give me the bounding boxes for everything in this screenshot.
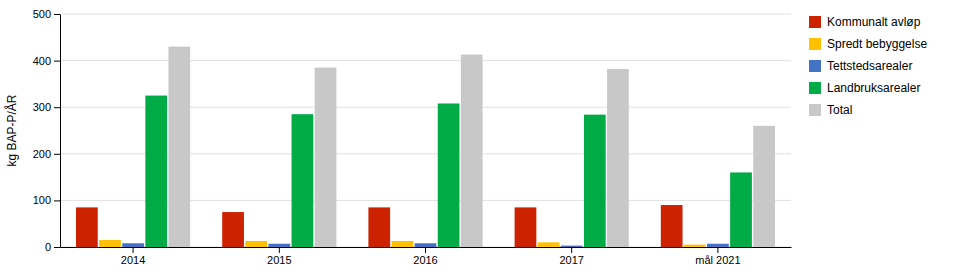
series: [145, 96, 752, 247]
legend-item: Landbruksarealer: [809, 81, 920, 95]
tick-label: 2016: [413, 254, 437, 266]
tick-mark: [133, 247, 134, 253]
tick: 400: [33, 55, 60, 67]
bar: [415, 243, 437, 247]
legend-swatch: [809, 82, 821, 94]
tick-label: 2017: [559, 254, 583, 266]
tick-mark: [54, 107, 60, 108]
bar: [753, 126, 775, 247]
grid-line: [60, 14, 791, 15]
tick-mark: [425, 247, 426, 253]
tick-mark: [54, 200, 60, 201]
y-axis-title: kg BAP-P/ÅR: [4, 94, 19, 166]
tick: mål 2021: [695, 247, 740, 266]
legend-item: Tettstedsarealer: [809, 59, 912, 73]
tick-mark: [54, 61, 60, 62]
bar: [538, 242, 560, 247]
bar: [607, 69, 629, 247]
tick: 500: [33, 8, 60, 20]
legend: Kommunalt avløp Spredt bebyggelse Tettsted…: [809, 15, 927, 117]
bars: [76, 47, 775, 247]
tick-label: 500: [33, 8, 51, 20]
plot: 0 100 200 300 400 500 2014 2015 2016 2017 mål 2021: [33, 8, 792, 266]
tick-label: 400: [33, 55, 51, 67]
bar: [707, 244, 729, 247]
bar: [584, 115, 606, 247]
bar: [76, 207, 98, 247]
legend-item: Total: [809, 103, 852, 117]
x-axis: 2014 2015 2016 2017 mål 2021: [61, 247, 792, 266]
bar: [684, 245, 706, 247]
bar: [661, 205, 683, 247]
tick: 300: [33, 101, 60, 113]
legend-label: Landbruksarealer: [827, 81, 920, 95]
legend-swatch: [809, 104, 821, 116]
tick-mark: [717, 247, 718, 253]
tick: 2016: [413, 247, 437, 266]
tick-label: mål 2021: [695, 254, 740, 266]
legend-label: Spredt bebyggelse: [827, 37, 927, 51]
tick: 0: [45, 241, 60, 253]
legend-swatch: [809, 60, 821, 72]
bar: [99, 240, 121, 247]
bar: [292, 114, 314, 247]
chart: 0 100 200 300 400 500 2014 2015 2016 2017 mål 2021…: [0, 0, 966, 277]
legend-label: Tettstedsarealer: [827, 59, 912, 73]
bar: [730, 172, 752, 247]
tick-mark: [279, 247, 280, 253]
tick-label: 100: [33, 194, 51, 206]
bar: [368, 207, 390, 247]
tick: 2017: [559, 247, 583, 266]
tick-label: 2014: [121, 254, 145, 266]
tick-mark: [571, 247, 572, 253]
axis-line: [60, 15, 61, 248]
legend-swatch: [809, 16, 821, 28]
legend-item: Kommunalt avløp: [809, 15, 921, 29]
bar: [245, 241, 267, 247]
tick-mark: [54, 14, 60, 15]
tick-mark: [54, 154, 60, 155]
series: [168, 47, 775, 247]
bar: [145, 96, 167, 247]
bar: [315, 68, 337, 247]
bar: [515, 207, 537, 247]
bar: [561, 246, 583, 247]
legend-label: Kommunalt avløp: [827, 15, 921, 29]
legend-item: Spredt bebyggelse: [809, 37, 927, 51]
bar: [122, 243, 144, 247]
y-axis: 0 100 200 300 400 500: [33, 8, 61, 253]
bar: [168, 47, 190, 247]
tick: 2015: [267, 247, 291, 266]
bar: [392, 241, 414, 247]
bar: [268, 244, 290, 247]
bar: [438, 103, 460, 247]
bar: [461, 55, 483, 247]
legend-label: Total: [827, 103, 852, 117]
tick-mark: [54, 247, 60, 248]
tick-label: 0: [45, 241, 51, 253]
tick: 2014: [121, 247, 145, 266]
tick-label: 200: [33, 148, 51, 160]
bar: [222, 212, 244, 247]
series: [122, 243, 729, 247]
tick-label: 2015: [267, 254, 291, 266]
grid: [60, 14, 791, 247]
tick-label: 300: [33, 101, 51, 113]
tick: 200: [33, 148, 60, 160]
legend-swatch: [809, 38, 821, 50]
tick: 100: [33, 194, 60, 206]
